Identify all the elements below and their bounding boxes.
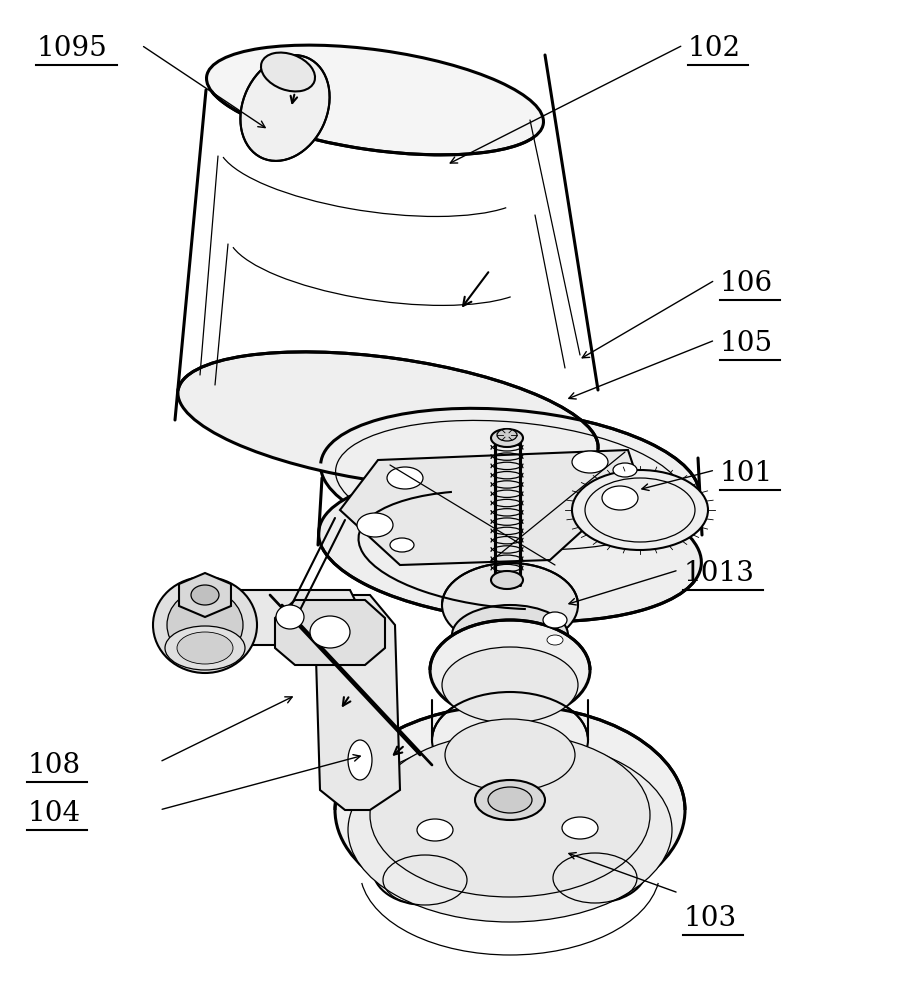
Polygon shape bbox=[315, 595, 400, 810]
Ellipse shape bbox=[445, 719, 575, 791]
Ellipse shape bbox=[177, 632, 233, 664]
Ellipse shape bbox=[357, 513, 393, 537]
Ellipse shape bbox=[191, 585, 219, 605]
Ellipse shape bbox=[491, 429, 523, 447]
Ellipse shape bbox=[319, 474, 701, 622]
Ellipse shape bbox=[310, 616, 350, 648]
Polygon shape bbox=[225, 590, 360, 645]
Ellipse shape bbox=[475, 780, 545, 820]
Ellipse shape bbox=[276, 605, 304, 629]
Text: 106: 106 bbox=[720, 270, 773, 297]
Ellipse shape bbox=[491, 571, 523, 589]
Text: 108: 108 bbox=[27, 752, 80, 779]
Text: 101: 101 bbox=[720, 460, 773, 487]
Ellipse shape bbox=[153, 577, 257, 673]
Text: 105: 105 bbox=[720, 330, 773, 357]
Ellipse shape bbox=[602, 486, 638, 510]
Ellipse shape bbox=[335, 705, 685, 915]
Text: 103: 103 bbox=[683, 905, 736, 932]
Polygon shape bbox=[275, 600, 385, 665]
Ellipse shape bbox=[543, 833, 647, 903]
Ellipse shape bbox=[348, 738, 672, 922]
Ellipse shape bbox=[442, 563, 578, 647]
Ellipse shape bbox=[572, 451, 608, 473]
Ellipse shape bbox=[442, 647, 578, 723]
Ellipse shape bbox=[452, 605, 568, 665]
Text: 1095: 1095 bbox=[36, 35, 107, 62]
Ellipse shape bbox=[547, 635, 563, 645]
Ellipse shape bbox=[562, 817, 598, 839]
Ellipse shape bbox=[390, 538, 414, 552]
Ellipse shape bbox=[543, 612, 567, 628]
Ellipse shape bbox=[373, 835, 477, 905]
Ellipse shape bbox=[488, 787, 532, 813]
Polygon shape bbox=[179, 573, 231, 617]
Polygon shape bbox=[340, 450, 638, 565]
Ellipse shape bbox=[370, 733, 650, 897]
Ellipse shape bbox=[430, 620, 590, 720]
Ellipse shape bbox=[261, 53, 315, 91]
Ellipse shape bbox=[165, 626, 245, 670]
Ellipse shape bbox=[613, 463, 637, 477]
Text: 102: 102 bbox=[688, 35, 741, 62]
Ellipse shape bbox=[241, 55, 330, 161]
Ellipse shape bbox=[432, 692, 588, 788]
Ellipse shape bbox=[178, 352, 599, 488]
Ellipse shape bbox=[572, 470, 708, 550]
Ellipse shape bbox=[207, 45, 544, 155]
Ellipse shape bbox=[417, 819, 453, 841]
Text: 104: 104 bbox=[27, 800, 80, 827]
Ellipse shape bbox=[321, 408, 700, 552]
Ellipse shape bbox=[167, 590, 243, 660]
Text: 1013: 1013 bbox=[683, 560, 754, 587]
Ellipse shape bbox=[348, 740, 372, 780]
Ellipse shape bbox=[387, 467, 423, 489]
Ellipse shape bbox=[497, 429, 517, 441]
